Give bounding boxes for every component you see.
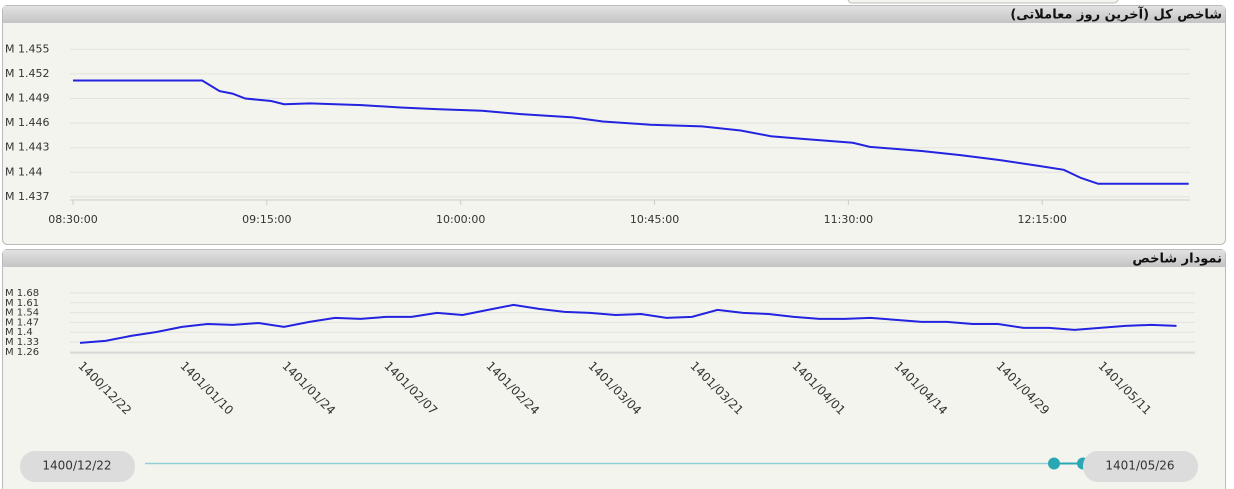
panel <box>2 5 1226 245</box>
x-tick-label: 08:30:00 <box>48 213 97 226</box>
slider-start-box[interactable] <box>20 451 135 482</box>
y-tick-label: M 1.443 <box>5 141 49 154</box>
y-tick-label: M 1.4 <box>5 327 33 338</box>
slider-start-label: 1400/12/22 <box>42 459 111 473</box>
y-tick-label: M 1.33 <box>5 337 39 348</box>
range-slider[interactable]: 1400/12/22 1401/05/26 <box>20 451 1198 482</box>
y-tick-label: M 1.54 <box>5 308 39 319</box>
chart-title: نمودار شاخص <box>1132 252 1222 267</box>
x-tick-label: 10:00:00 <box>436 213 485 226</box>
x-tick-label: 11:30:00 <box>824 213 873 226</box>
y-tick-label: M 1.47 <box>5 317 39 328</box>
y-tick-label: M 1.446 <box>5 116 49 129</box>
y-tick-label: M 1.26 <box>5 347 39 358</box>
panel <box>2 249 1226 489</box>
y-tick-label: M 1.44 <box>5 165 42 178</box>
x-tick-label: 09:15:00 <box>242 213 291 226</box>
y-tick-label: M 1.68 <box>5 288 39 299</box>
line <box>73 79 1189 185</box>
y-tick-label: M 1.437 <box>5 190 49 203</box>
slider-end-label: 1401/05/26 <box>1105 459 1174 473</box>
y-tick-label: M 1.452 <box>5 67 49 80</box>
slider-handle[interactable] <box>1048 457 1060 470</box>
x-tick-label: 12:15:00 <box>1018 213 1067 226</box>
panel-header <box>3 6 1225 23</box>
panel-header <box>3 250 1225 267</box>
y-tick-label: M 1.455 <box>5 42 49 55</box>
line <box>79 303 1177 344</box>
top-tab <box>847 0 1119 4</box>
y-tick-label: M 1.449 <box>5 92 49 105</box>
slider-end-box[interactable] <box>1083 451 1198 482</box>
y-tick-label: M 1.61 <box>5 298 39 309</box>
x-tick-label: 10:45:00 <box>630 213 679 226</box>
chart-title: شاخص کل (آخرین روز معاملاتی) <box>1010 6 1222 23</box>
